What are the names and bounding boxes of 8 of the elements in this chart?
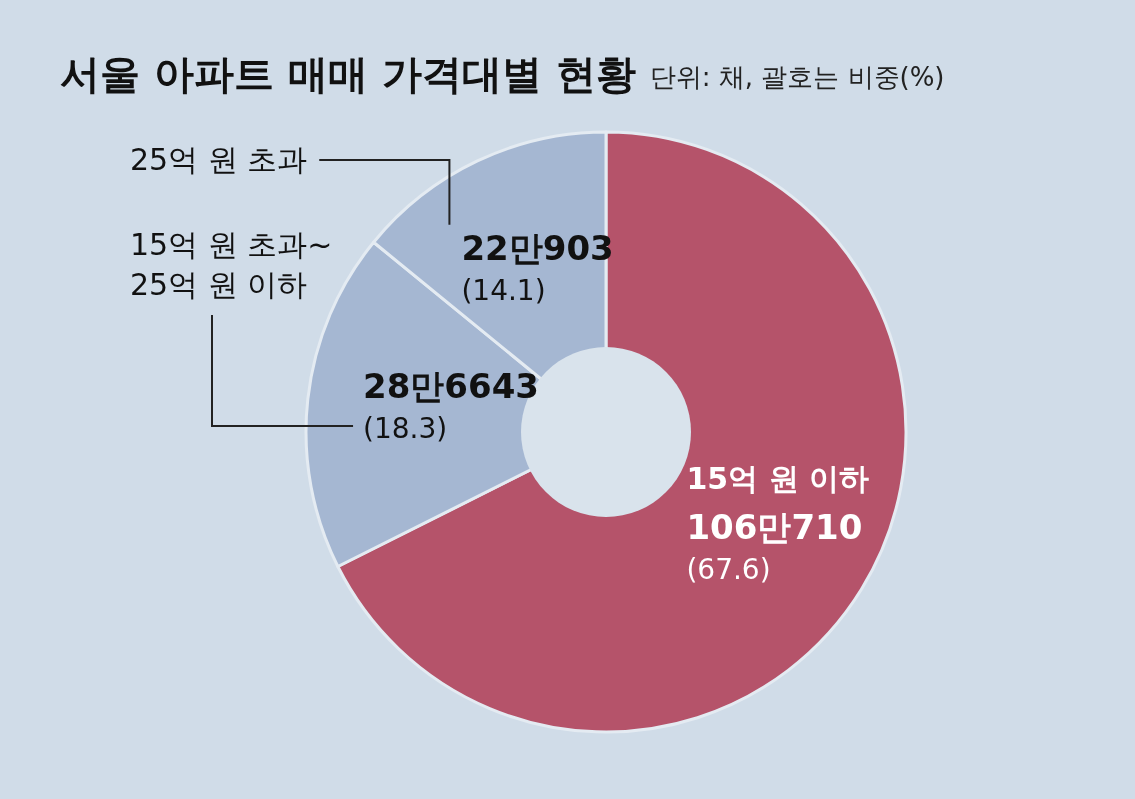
slice-label: 15억 원 초과~ 25억 원 이하 bbox=[130, 227, 333, 302]
chart-subtitle: 단위: 채, 괄호는 비중(%) bbox=[649, 62, 945, 92]
data-label: 106만710 (67.6) bbox=[686, 506, 863, 586]
data-label: 28만6643 (18.3) bbox=[363, 365, 539, 445]
slice-label: 15억 원 이하 bbox=[686, 460, 870, 496]
chart-title: 서울 아파트 매매 가격대별 현황 bbox=[60, 51, 636, 97]
data-label: 22만903 (14.1) bbox=[461, 227, 614, 307]
slice-label: 25억 원 초과 bbox=[130, 142, 308, 177]
